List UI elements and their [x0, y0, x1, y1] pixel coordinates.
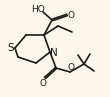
Text: O: O	[68, 62, 74, 71]
Text: O: O	[39, 78, 47, 87]
Text: S: S	[8, 43, 14, 53]
Text: O: O	[68, 10, 74, 19]
Text: HO: HO	[31, 6, 45, 14]
Text: N: N	[50, 48, 58, 58]
